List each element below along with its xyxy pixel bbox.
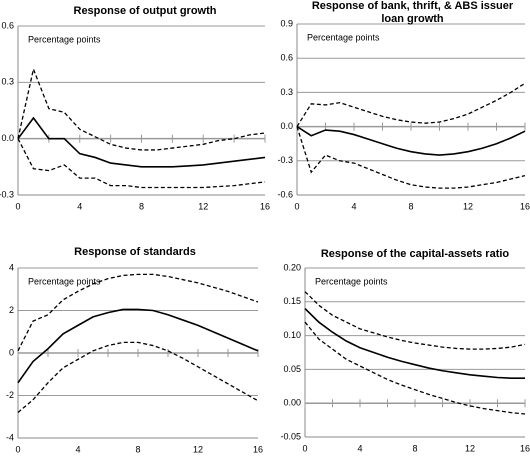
x-tick-label: 16 [253, 444, 263, 454]
series-line [17, 66, 266, 151]
x-tick-label: 16 [520, 443, 530, 453]
series-line [304, 307, 525, 379]
series-line [296, 82, 526, 127]
y-tick-label: 0.0 [1, 133, 14, 143]
x-tick-label: 0 [15, 444, 20, 454]
x-tick-label: 8 [412, 443, 417, 453]
y-tick-label: -4 [6, 432, 14, 442]
x-tick-label: 8 [139, 201, 144, 211]
y-tick-label: 2 [9, 305, 14, 315]
annotation: Percentage points [28, 276, 101, 286]
series-line [17, 116, 266, 168]
x-tick-label: 0 [294, 201, 299, 211]
annotation-bg [26, 275, 104, 288]
y-tick-label: 0.9 [280, 18, 293, 28]
y-tick-label: 0.05 [283, 364, 301, 374]
series-line [304, 321, 526, 415]
y-tick-label: 0.15 [283, 296, 301, 306]
series-line [17, 308, 259, 384]
y-tick-label: 0 [9, 347, 14, 357]
x-tick-label: 4 [351, 201, 356, 211]
annotation: Percentage points [307, 32, 380, 42]
annotation: Percentage points [315, 276, 388, 286]
y-tick-label: 0.3 [1, 77, 14, 87]
annotation-bg [305, 31, 383, 44]
y-tick-label: 0.10 [283, 330, 301, 340]
annotation-bg [313, 275, 391, 288]
panel-title: Response of bank, thrift, & ABS issuer l… [311, 0, 514, 25]
x-tick-label: 4 [77, 201, 82, 211]
x-tick-label: 16 [520, 201, 530, 211]
panel-title: Response of output growth [73, 5, 217, 17]
y-tick-label: 4 [9, 262, 14, 272]
y-tick-label: 0.3 [280, 87, 293, 97]
series-line [17, 273, 259, 352]
x-tick-label: 12 [198, 201, 208, 211]
series-line [296, 126, 526, 189]
panel-title: Response of standards [74, 246, 196, 258]
x-tick-label: 4 [357, 443, 362, 453]
y-tick-label: -0.05 [280, 431, 301, 441]
y-tick-label: -0.6 [277, 189, 293, 199]
x-tick-label: 16 [260, 201, 270, 211]
series-line [304, 291, 526, 350]
y-tick-label: 0.20 [283, 262, 301, 272]
series-line [17, 138, 266, 189]
y-tick-label: -0.3 [0, 189, 14, 199]
x-tick-label: 12 [193, 444, 203, 454]
y-tick-label: 0.00 [283, 398, 301, 408]
y-tick-label: -2 [6, 390, 14, 400]
y-tick-label: 0.0 [280, 121, 293, 131]
x-tick-label: 8 [135, 444, 140, 454]
x-tick-label: 0 [302, 443, 307, 453]
panel-title: Response of the capital-assets ratio [320, 248, 510, 260]
annotation: Percentage points [28, 34, 101, 44]
y-tick-label: -0.3 [277, 155, 293, 165]
x-tick-label: 8 [408, 201, 413, 211]
annotation-bg [26, 33, 104, 46]
series-line [296, 125, 526, 156]
series-line [17, 341, 259, 413]
x-tick-label: 12 [465, 443, 475, 453]
x-tick-label: 4 [75, 444, 80, 454]
y-tick-label: 0.6 [280, 53, 293, 63]
x-tick-label: 0 [15, 201, 20, 211]
x-tick-label: 12 [463, 201, 473, 211]
y-tick-label: 0.6 [1, 20, 14, 30]
